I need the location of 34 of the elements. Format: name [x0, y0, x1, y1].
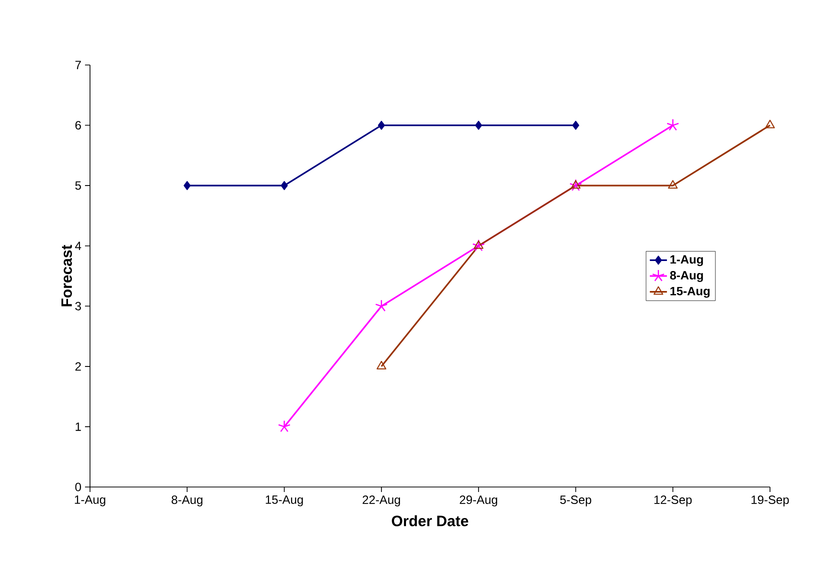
x-tick-label: 15-Aug — [266, 496, 303, 506]
y-axis-title: Forecast — [61, 244, 72, 306]
point — [378, 120, 385, 130]
y-tick-label: 3 — [75, 302, 81, 310]
point — [375, 300, 388, 312]
y-tick-label: 5 — [75, 181, 81, 190]
point — [570, 180, 581, 189]
point — [572, 120, 580, 130]
point — [472, 239, 485, 252]
point — [184, 181, 191, 190]
y-tick-label: 2 — [75, 362, 81, 371]
legend-label: 8-Aug — [670, 271, 703, 282]
legend-label: 1-Aug — [670, 255, 703, 266]
y-tick-label: 4 — [75, 242, 82, 250]
y-tick-label: 6 — [75, 121, 81, 130]
point — [668, 180, 678, 189]
legend-label: 15-Aug — [670, 286, 710, 298]
x-tick-label: 29-Aug — [460, 496, 498, 506]
point — [475, 120, 482, 130]
y-tick-label: 1 — [76, 422, 81, 431]
y-tick-label: 0 — [75, 482, 82, 492]
point — [280, 181, 288, 190]
x-tick-label: 8-Aug — [172, 496, 202, 506]
x-tick-label: 19-Sep — [752, 496, 789, 506]
x-tick-label: 5-Sep — [560, 496, 592, 506]
x-tick-label: 12-Sep — [654, 496, 692, 506]
point — [376, 360, 386, 370]
point — [569, 178, 582, 192]
x-tick-label: 22-Aug — [362, 496, 400, 506]
x-tick-label: 1-Aug — [74, 496, 106, 506]
point — [474, 240, 484, 249]
y-tick-label: 7 — [75, 60, 81, 70]
point — [765, 120, 775, 128]
x-axis-title: Order Date — [392, 515, 468, 526]
